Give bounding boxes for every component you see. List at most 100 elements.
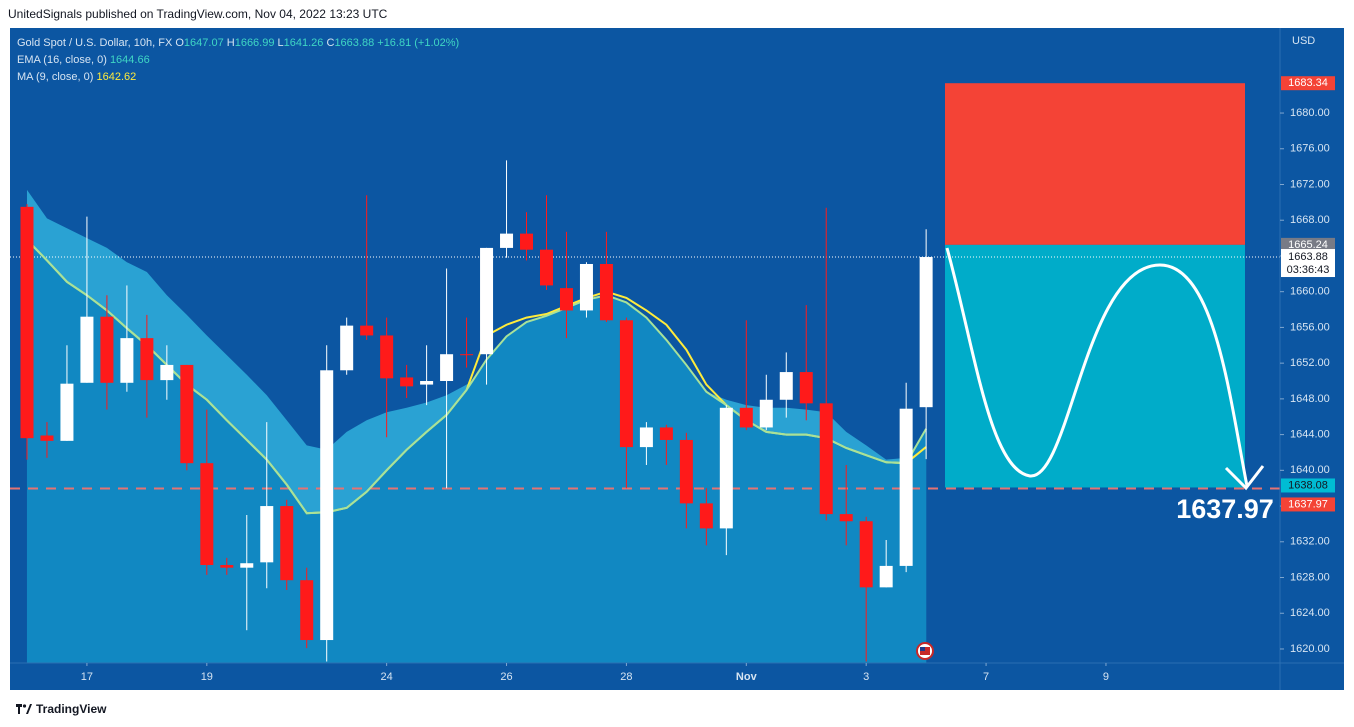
- candle-body: [919, 257, 933, 408]
- candle-body: [899, 408, 913, 566]
- candle-body: [739, 407, 753, 428]
- target-zone: [945, 244, 1245, 488]
- ohlc-value: 1663.88: [334, 37, 375, 49]
- publish-header: UnitedSignals published on TradingView.c…: [8, 7, 388, 21]
- candle-body: [579, 263, 593, 311]
- candle-body: [679, 439, 693, 504]
- candle-body: [400, 377, 414, 387]
- candle-body: [120, 338, 134, 383]
- candle-body: [879, 565, 893, 588]
- candle-body: [320, 370, 334, 641]
- candle-body: [60, 383, 74, 441]
- candle-body: [300, 580, 314, 641]
- x-tick-label: 3: [863, 671, 869, 683]
- x-tick-label: 17: [81, 671, 93, 683]
- candle-body: [360, 325, 374, 336]
- stop-tag: 1683.34: [1288, 77, 1328, 89]
- indicator-name: EMA (16, close, 0): [17, 54, 107, 66]
- candle-body: [539, 249, 553, 286]
- y-tick-label: 1624.00: [1290, 607, 1330, 619]
- alert-label: 1637.97: [1176, 494, 1274, 524]
- candle-body: [599, 263, 613, 321]
- target-tag-bg: [1281, 478, 1335, 493]
- x-tick-label: 19: [201, 671, 213, 683]
- alert-tag-bg: [1281, 497, 1335, 512]
- x-tick-label: 7: [983, 671, 989, 683]
- candle-body: [140, 338, 154, 381]
- candle-body: [659, 427, 673, 440]
- projection-arrow: [1224, 465, 1265, 491]
- candle-body: [559, 288, 573, 311]
- candle-body: [280, 506, 294, 581]
- candle-body: [100, 316, 114, 383]
- candle-body: [819, 403, 833, 515]
- legend: Gold Spot / U.S. Dollar, 10h, FX O1647.0…: [17, 35, 459, 86]
- x-tick-label: 24: [381, 671, 393, 683]
- y-tick-label: 1680.00: [1290, 107, 1330, 119]
- candle-body: [380, 335, 394, 379]
- alert-tag: 1637.97: [1288, 498, 1328, 510]
- candle-body: [440, 354, 454, 382]
- candle-body: [619, 320, 633, 448]
- candle-body: [420, 381, 434, 385]
- candle-body: [699, 503, 713, 529]
- y-tick-label: 1620.00: [1290, 643, 1330, 655]
- legend-row: EMA (16, close, 0) 1644.66: [17, 52, 459, 69]
- candle-body: [779, 372, 793, 400]
- candle-body: [859, 521, 873, 588]
- candle-body: [80, 316, 94, 383]
- symbol-title: Gold Spot / U.S. Dollar, 10h, FX: [17, 37, 173, 49]
- candle-body: [839, 514, 853, 522]
- entry-tag: 1665.24: [1288, 239, 1328, 251]
- currency-label: USD: [1292, 35, 1315, 47]
- event-flag: [916, 642, 934, 660]
- brand-name: TradingView: [36, 702, 107, 716]
- stop-tag-bg: [1281, 76, 1335, 91]
- y-tick-label: 1656.00: [1290, 321, 1330, 333]
- y-tick-label: 1640.00: [1290, 464, 1330, 476]
- last-price-tag: 1663.88: [1288, 251, 1328, 263]
- ohlc-letter: H: [226, 37, 235, 49]
- brand-logo: [16, 704, 32, 714]
- candle-body: [719, 407, 733, 529]
- legend-row: MA (9, close, 0) 1642.62: [17, 69, 459, 86]
- entry-tag-bg: [1281, 237, 1335, 252]
- candle-body: [759, 399, 773, 428]
- candle-body: [20, 206, 34, 439]
- candle-body: [160, 364, 174, 381]
- last-price-tag-bg: [1281, 249, 1335, 278]
- x-tick-label: Nov: [736, 671, 758, 683]
- indicator-value: 1642.62: [96, 71, 137, 83]
- candle-body: [240, 563, 254, 568]
- candle-body: [260, 506, 274, 563]
- ohlc-letter: L: [277, 37, 284, 49]
- y-tick-label: 1644.00: [1290, 429, 1330, 441]
- y-tick-label: 1676.00: [1290, 143, 1330, 155]
- candle-body: [460, 354, 474, 356]
- y-tick-label: 1652.00: [1290, 357, 1330, 369]
- candle-body: [520, 233, 534, 250]
- x-tick-label: 26: [500, 671, 512, 683]
- y-tick-label: 1672.00: [1290, 178, 1330, 190]
- ohlc-letter: C: [326, 37, 335, 49]
- target-tag: 1638.08: [1288, 479, 1328, 491]
- candle-body: [639, 427, 653, 448]
- candle-body: [40, 435, 54, 441]
- candle-body: [200, 463, 214, 566]
- candle-body: [220, 565, 234, 568]
- y-tick-label: 1632.00: [1290, 536, 1330, 548]
- indicator-value: 1644.66: [109, 54, 150, 66]
- indicator-area: [26, 239, 927, 663]
- y-tick-label: 1648.00: [1290, 393, 1330, 405]
- projection-curve: [945, 247, 1249, 487]
- candle-body: [340, 325, 354, 371]
- candle-body: [799, 372, 813, 404]
- ohlc-value: 1666.99: [234, 37, 275, 49]
- y-tick-label: 1660.00: [1290, 286, 1330, 298]
- candle-body: [500, 233, 514, 248]
- ohlc-value: 1647.07: [183, 37, 224, 49]
- stop-zone: [945, 83, 1245, 245]
- price-change: +16.81 (+1.02%): [377, 37, 460, 49]
